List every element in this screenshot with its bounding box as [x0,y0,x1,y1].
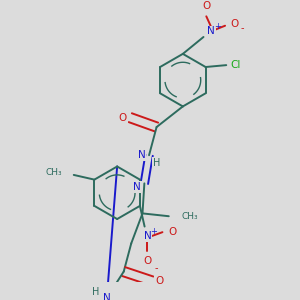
Text: N: N [138,150,146,160]
Text: N: N [103,293,111,300]
Text: -: - [154,263,158,273]
Text: H: H [92,287,99,297]
Text: N: N [133,182,141,192]
Text: H: H [153,158,160,168]
Text: +: + [214,22,221,31]
Text: Cl: Cl [230,60,241,70]
Text: +: + [151,227,158,236]
Text: O: O [143,256,152,266]
Text: N: N [207,26,215,36]
Text: O: O [230,19,238,29]
Text: O: O [169,227,177,237]
Text: CH₃: CH₃ [182,212,199,221]
Text: CH₃: CH₃ [46,168,62,177]
Text: O: O [202,1,210,11]
Text: -: - [240,23,244,34]
Text: N: N [143,231,151,241]
Text: O: O [119,113,127,123]
Text: O: O [155,276,164,286]
